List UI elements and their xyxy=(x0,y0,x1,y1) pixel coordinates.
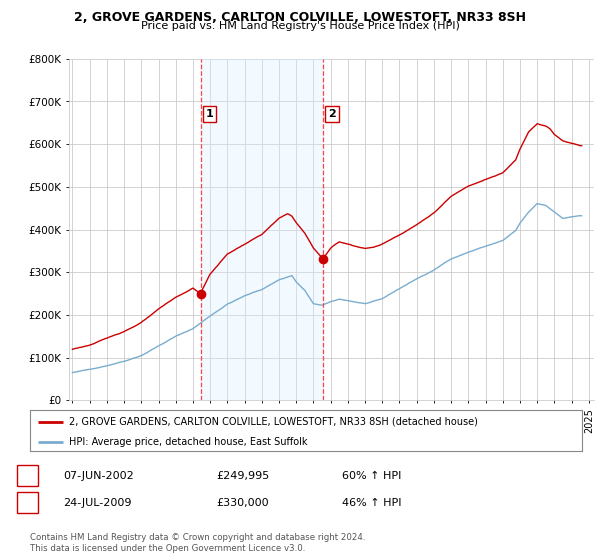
Text: 07-JUN-2002: 07-JUN-2002 xyxy=(63,471,134,481)
Text: 24-JUL-2009: 24-JUL-2009 xyxy=(63,498,131,508)
Text: £330,000: £330,000 xyxy=(216,498,269,508)
Text: 2: 2 xyxy=(328,109,336,119)
Text: 2: 2 xyxy=(23,496,32,510)
Text: 1: 1 xyxy=(23,469,32,483)
Text: 2, GROVE GARDENS, CARLTON COLVILLE, LOWESTOFT, NR33 8SH (detached house): 2, GROVE GARDENS, CARLTON COLVILLE, LOWE… xyxy=(68,417,478,427)
Text: HPI: Average price, detached house, East Suffolk: HPI: Average price, detached house, East… xyxy=(68,437,307,447)
Text: 2, GROVE GARDENS, CARLTON COLVILLE, LOWESTOFT, NR33 8SH: 2, GROVE GARDENS, CARLTON COLVILLE, LOWE… xyxy=(74,11,526,24)
Text: Contains HM Land Registry data © Crown copyright and database right 2024.
This d: Contains HM Land Registry data © Crown c… xyxy=(30,533,365,553)
Text: Price paid vs. HM Land Registry's House Price Index (HPI): Price paid vs. HM Land Registry's House … xyxy=(140,21,460,31)
Text: 60% ↑ HPI: 60% ↑ HPI xyxy=(342,471,401,481)
Text: 1: 1 xyxy=(206,109,214,119)
Bar xyxy=(200,59,323,400)
Text: 46% ↑ HPI: 46% ↑ HPI xyxy=(342,498,401,508)
Text: £249,995: £249,995 xyxy=(216,471,269,481)
